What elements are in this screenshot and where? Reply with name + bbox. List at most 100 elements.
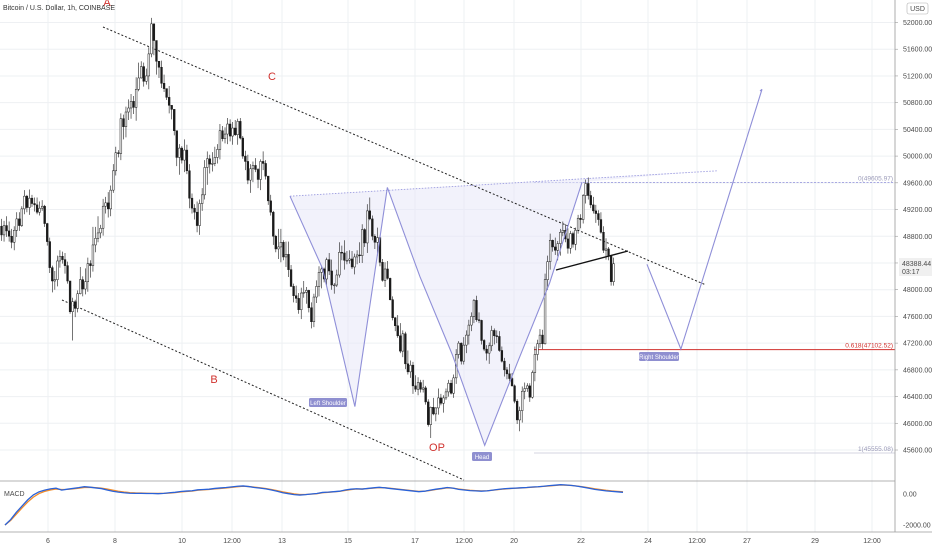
- candle-body: [89, 263, 92, 266]
- candle-body: [48, 241, 51, 268]
- candle-body: [213, 157, 217, 164]
- candle-body: [589, 195, 592, 206]
- candle-body: [500, 350, 504, 362]
- trend-channel: [61, 26, 707, 481]
- candle-body: [86, 263, 90, 282]
- candle-body: [302, 292, 305, 294]
- candle-body: [5, 225, 8, 232]
- candle-body: [355, 254, 359, 258]
- candle-body: [561, 229, 564, 233]
- candle-body: [470, 316, 473, 326]
- candle-body: [475, 300, 478, 320]
- currency-badge[interactable]: USD: [906, 2, 929, 15]
- candle-body: [277, 246, 280, 250]
- candle-body: [607, 248, 610, 257]
- candle-body: [147, 53, 150, 77]
- candle-body: [444, 391, 448, 399]
- candle-body: [223, 133, 227, 139]
- break-line: [555, 250, 629, 271]
- candle-body: [249, 168, 252, 181]
- candle-body: [508, 373, 511, 379]
- candle-body: [361, 229, 364, 256]
- candle-body: [56, 260, 59, 280]
- candle-body: [127, 107, 130, 113]
- candle-body: [343, 252, 346, 261]
- candle-body: [117, 152, 120, 154]
- candle-body: [7, 230, 11, 237]
- candle-body: [515, 400, 519, 421]
- candle-body: [447, 382, 450, 393]
- candle-body: [58, 256, 62, 262]
- pattern-tag-bg: [639, 352, 679, 361]
- candle-body: [208, 158, 211, 165]
- candle-body: [231, 127, 234, 137]
- price-tick-label: 46800.00: [903, 367, 932, 374]
- wave-label-a: A: [103, 0, 111, 9]
- candle-body: [505, 369, 509, 375]
- candle-body: [251, 165, 255, 170]
- candle-body: [35, 204, 39, 213]
- time-tick-label: 24: [644, 538, 652, 545]
- pattern-lines: [289, 88, 763, 447]
- candle-body: [386, 268, 389, 279]
- candle-body: [414, 385, 417, 390]
- candle-body: [137, 77, 140, 90]
- candle-body: [94, 238, 97, 246]
- candle-body: [180, 147, 183, 161]
- candle-body: [472, 300, 476, 317]
- candle-body: [465, 334, 468, 346]
- candle-body: [399, 335, 402, 352]
- candle-body: [391, 299, 394, 318]
- candle-body: [594, 210, 598, 214]
- candle-body: [76, 293, 79, 309]
- candle-body: [244, 155, 247, 162]
- candle-body: [409, 364, 412, 373]
- candle-body: [300, 292, 303, 310]
- candle-body: [101, 205, 105, 229]
- candle-body: [282, 242, 285, 258]
- candle-body: [63, 259, 67, 266]
- candle-body: [190, 197, 194, 209]
- candle-body: [261, 161, 265, 164]
- candle-body: [0, 225, 3, 236]
- candle-body: [25, 195, 29, 208]
- candle-body: [480, 320, 483, 341]
- candle-body: [51, 267, 54, 282]
- candle-body: [457, 342, 460, 355]
- candle-body: [66, 265, 69, 282]
- candle-body: [61, 256, 64, 260]
- pattern-tag-label: Right Shoulder: [639, 355, 679, 361]
- candle-body: [371, 218, 374, 237]
- candle-body: [383, 268, 387, 281]
- candle-body: [246, 161, 250, 181]
- candle-body: [71, 301, 74, 312]
- candle-body: [582, 195, 585, 220]
- price-tick-label: 51600.00: [903, 47, 932, 54]
- candle-body: [104, 202, 107, 207]
- time-tick-label: 27: [743, 538, 751, 545]
- candle-body: [23, 195, 26, 210]
- candles: [0, 17, 615, 438]
- candle-body: [604, 248, 608, 251]
- current-price-countdown: 03:17: [902, 269, 920, 276]
- candle-body: [599, 219, 603, 233]
- candle-body: [477, 319, 481, 321]
- candle-body: [195, 211, 199, 226]
- candle-body: [538, 334, 542, 345]
- pattern-shade-area: [290, 170, 709, 446]
- candle-body: [315, 286, 318, 298]
- candle-body: [569, 233, 572, 249]
- candle-body: [198, 203, 201, 226]
- candle-body: [518, 410, 521, 421]
- candle-body: [381, 262, 384, 281]
- time-axis[interactable]: 6 8 10 12:00 13 15 17 12:00 20 22 24 12:00 27 29 12:00: [0, 531, 932, 545]
- candle-body: [228, 123, 232, 137]
- candle-body: [333, 284, 336, 287]
- candle-body: [546, 261, 549, 280]
- candle-body: [328, 259, 331, 272]
- pattern-tag-bg: [472, 452, 492, 461]
- candle-body: [312, 296, 316, 322]
- candle-body: [373, 236, 377, 243]
- candle-body: [68, 280, 72, 312]
